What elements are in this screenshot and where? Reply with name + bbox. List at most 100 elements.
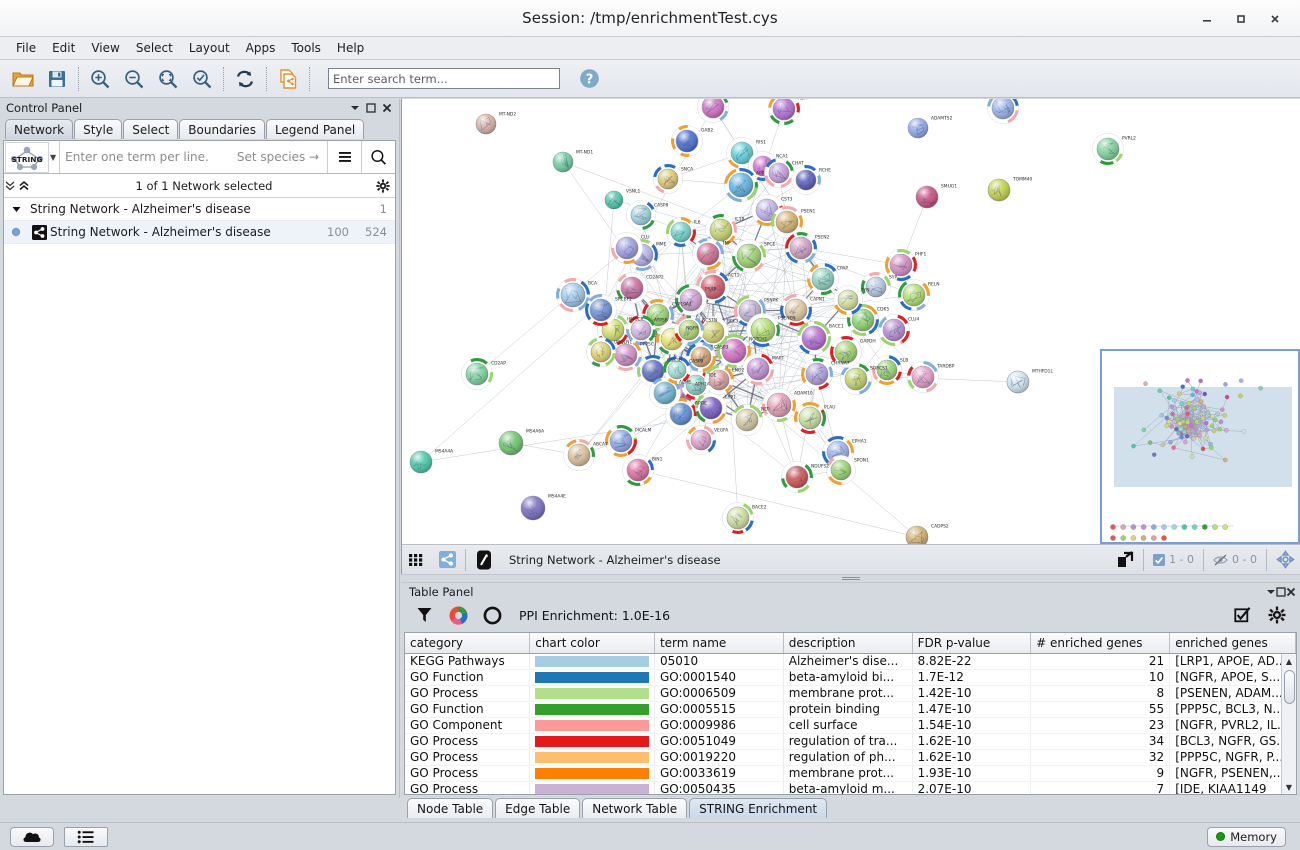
network-item-row[interactable]: String Network - Alzheimer's disease 100…	[4, 221, 395, 244]
col-chart-color[interactable]: chart color	[529, 633, 655, 654]
menu-help[interactable]: Help	[336, 41, 365, 55]
export-image-icon[interactable]	[1110, 545, 1140, 574]
tab-network-table[interactable]: Network Table	[582, 798, 688, 818]
minimize-button[interactable]	[1190, 4, 1224, 34]
tab-boundaries[interactable]: Boundaries	[179, 119, 265, 139]
open-folder-icon[interactable]	[6, 63, 40, 95]
table-row[interactable]: GO Process GO:0019220 regulation of ph... 1…	[405, 749, 1296, 766]
network-node[interactable]	[610, 339, 642, 371]
gear-icon[interactable]	[1260, 602, 1294, 628]
network-group-row[interactable]: String Network - Alzheimer's disease 1	[4, 198, 395, 221]
network-node[interactable]	[807, 263, 839, 295]
network-node[interactable]	[697, 316, 729, 348]
zoom-fit-network-icon[interactable]	[185, 63, 219, 95]
col-enriched-gene-count[interactable]: # enriched genes	[1030, 633, 1171, 654]
table-row[interactable]: GO Process GO:0033619 membrane prot... 1.93…	[405, 765, 1296, 782]
menu-edit[interactable]: Edit	[52, 41, 76, 55]
network-node[interactable]	[498, 430, 524, 456]
table-row[interactable]: GO Process GO:0051049 regulation of tra...…	[405, 733, 1296, 750]
network-node[interactable]	[705, 214, 737, 246]
table-row[interactable]: GO Function GO:0005515 protein binding 1.47…	[405, 701, 1296, 718]
network-node[interactable]	[801, 358, 833, 390]
network-node[interactable]	[665, 398, 697, 430]
scroll-up-arrow-icon[interactable]: ▲	[1285, 656, 1293, 666]
float-icon[interactable]	[1276, 587, 1286, 597]
network-node[interactable]	[697, 99, 729, 123]
table-vertical-scrollbar[interactable]: ▲ ▼	[1281, 654, 1296, 794]
zoom-in-icon[interactable]	[83, 63, 117, 95]
network-node[interactable]	[409, 450, 433, 474]
grid-layout-icon[interactable]	[402, 545, 432, 574]
table-row[interactable]: GO Function GO:0001540 beta-amyloid bi... 1…	[405, 669, 1296, 686]
menu-view[interactable]: View	[91, 41, 120, 55]
network-node[interactable]	[833, 285, 863, 315]
network-node[interactable]	[692, 238, 724, 270]
col-term-name[interactable]: term name	[654, 633, 784, 654]
col-enriched-genes[interactable]: enriched genes	[1169, 633, 1296, 654]
menu-apps[interactable]: Apps	[245, 41, 276, 55]
chevron-down-icon[interactable]	[1266, 588, 1276, 596]
table-row[interactable]: GO Component GO:0009986 cell surface 1.54E-…	[405, 717, 1296, 734]
network-node[interactable]	[885, 249, 917, 281]
filter-icon[interactable]	[407, 602, 441, 628]
network-node[interactable]	[861, 272, 891, 302]
network-node[interactable]	[915, 185, 939, 209]
network-node[interactable]	[794, 402, 826, 434]
scrollbar-thumb[interactable]	[1284, 670, 1295, 704]
network-node[interactable]	[585, 294, 617, 326]
refresh-icon[interactable]	[228, 63, 262, 95]
zoom-fit-selected-icon[interactable]	[151, 63, 185, 95]
network-node[interactable]	[563, 439, 595, 471]
network-node[interactable]	[732, 239, 766, 273]
hamburger-menu-icon[interactable]	[328, 141, 361, 173]
network-node[interactable]	[722, 502, 754, 534]
task-list-button[interactable]	[64, 826, 108, 847]
network-node[interactable]	[586, 337, 616, 367]
save-icon[interactable]	[40, 63, 74, 95]
network-node[interactable]	[663, 356, 691, 384]
expand-all-icon[interactable]	[18, 180, 32, 191]
tab-select[interactable]: Select	[123, 119, 179, 139]
network-node[interactable]	[1006, 370, 1030, 394]
enrichment-table[interactable]: category chart color term name descripti…	[404, 632, 1297, 795]
network-node[interactable]	[649, 377, 681, 409]
network-node[interactable]	[987, 99, 1019, 124]
menu-layout[interactable]: Layout	[188, 41, 230, 55]
network-node[interactable]	[724, 168, 758, 202]
network-node[interactable]	[780, 294, 812, 326]
network-node[interactable]	[907, 117, 929, 139]
network-node[interactable]	[696, 270, 730, 304]
network-node[interactable]	[520, 495, 546, 521]
network-overview-thumbnail[interactable]	[1100, 349, 1300, 544]
network-node[interactable]	[840, 363, 872, 395]
scroll-down-arrow-icon[interactable]: ▼	[1285, 782, 1293, 792]
fit-content-icon[interactable]	[1270, 545, 1300, 574]
tab-legend-panel[interactable]: Legend Panel	[265, 119, 365, 139]
collapse-all-icon[interactable]	[4, 180, 18, 191]
table-row[interactable]: GO Process GO:0050435 beta-amyloid m... 2.0…	[405, 781, 1296, 794]
network-graph[interactable]: MT-ND2 MT-ND1 VSNL1 GAB2 RIS1 NCA1 CHAT RCHE SMU…	[402, 99, 1300, 544]
search-icon[interactable]	[362, 141, 395, 173]
network-node[interactable]	[704, 365, 734, 395]
set-species-label[interactable]: Set species →	[236, 150, 320, 164]
chevron-down-icon[interactable]	[347, 100, 363, 116]
network-node[interactable]	[653, 164, 683, 194]
table-row[interactable]: KEGG Pathways 05010 Alzheimer's dise... 8.8…	[405, 653, 1296, 670]
network-node[interactable]	[771, 206, 803, 238]
network-node[interactable]	[907, 361, 939, 393]
table-row[interactable]: GO Process GO:0006509 membrane prot... 1.42…	[405, 685, 1296, 702]
network-node[interactable]	[695, 392, 727, 424]
network-node[interactable]	[461, 358, 493, 390]
network-node[interactable]	[878, 314, 910, 346]
network-node[interactable]	[731, 404, 763, 436]
col-category[interactable]: category	[405, 633, 531, 654]
string-logo-icon[interactable]: STRING	[5, 141, 49, 173]
tab-string-enrichment[interactable]: STRING Enrichment	[689, 798, 828, 818]
network-node[interactable]	[552, 151, 574, 173]
string-species-caret-icon[interactable]: ▼	[50, 152, 57, 162]
network-node[interactable]	[768, 99, 800, 125]
float-icon[interactable]	[363, 100, 379, 116]
network-node[interactable]	[764, 158, 794, 188]
memory-status-button[interactable]: Memory	[1207, 826, 1286, 847]
close-button[interactable]	[1258, 4, 1292, 34]
